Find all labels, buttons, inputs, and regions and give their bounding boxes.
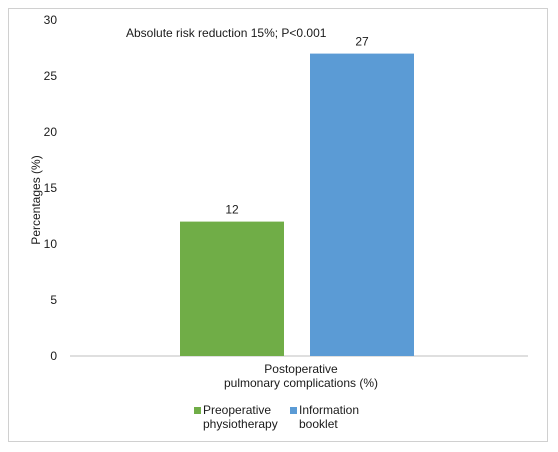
y-tick-label: 10 [44, 237, 58, 251]
x-category-label-line: Postoperative [264, 362, 338, 376]
y-tick-label: 15 [44, 181, 58, 195]
legend-label: Information [299, 403, 359, 417]
y-tick-label: 20 [44, 125, 58, 139]
y-tick-label: 5 [50, 293, 57, 307]
legend-swatch [290, 407, 297, 414]
data-label: 12 [225, 203, 239, 217]
data-labels: 12 27 [225, 35, 369, 217]
data-label: 27 [355, 35, 369, 49]
y-tick-label: 25 [44, 69, 58, 83]
legend-label: booklet [299, 417, 338, 431]
bars [180, 53, 414, 356]
x-category-label-line: pulmonary complications (%) [224, 376, 378, 390]
y-tick-label: 30 [44, 13, 58, 27]
y-axis-label: Percentages (%) [29, 155, 43, 244]
legend-label: physiotherapy [203, 417, 278, 431]
chart-annotation: Absolute risk reduction 15%; P<0.001 [126, 26, 327, 40]
bar-preoperative-physiotherapy [180, 221, 284, 356]
legend-swatch [194, 407, 201, 414]
y-axis-ticks: 0 5 10 15 20 25 30 [44, 13, 58, 363]
bar-information-booklet [310, 53, 414, 356]
y-tick-label: 0 [50, 349, 57, 363]
legend-label: Preoperative [203, 403, 271, 417]
